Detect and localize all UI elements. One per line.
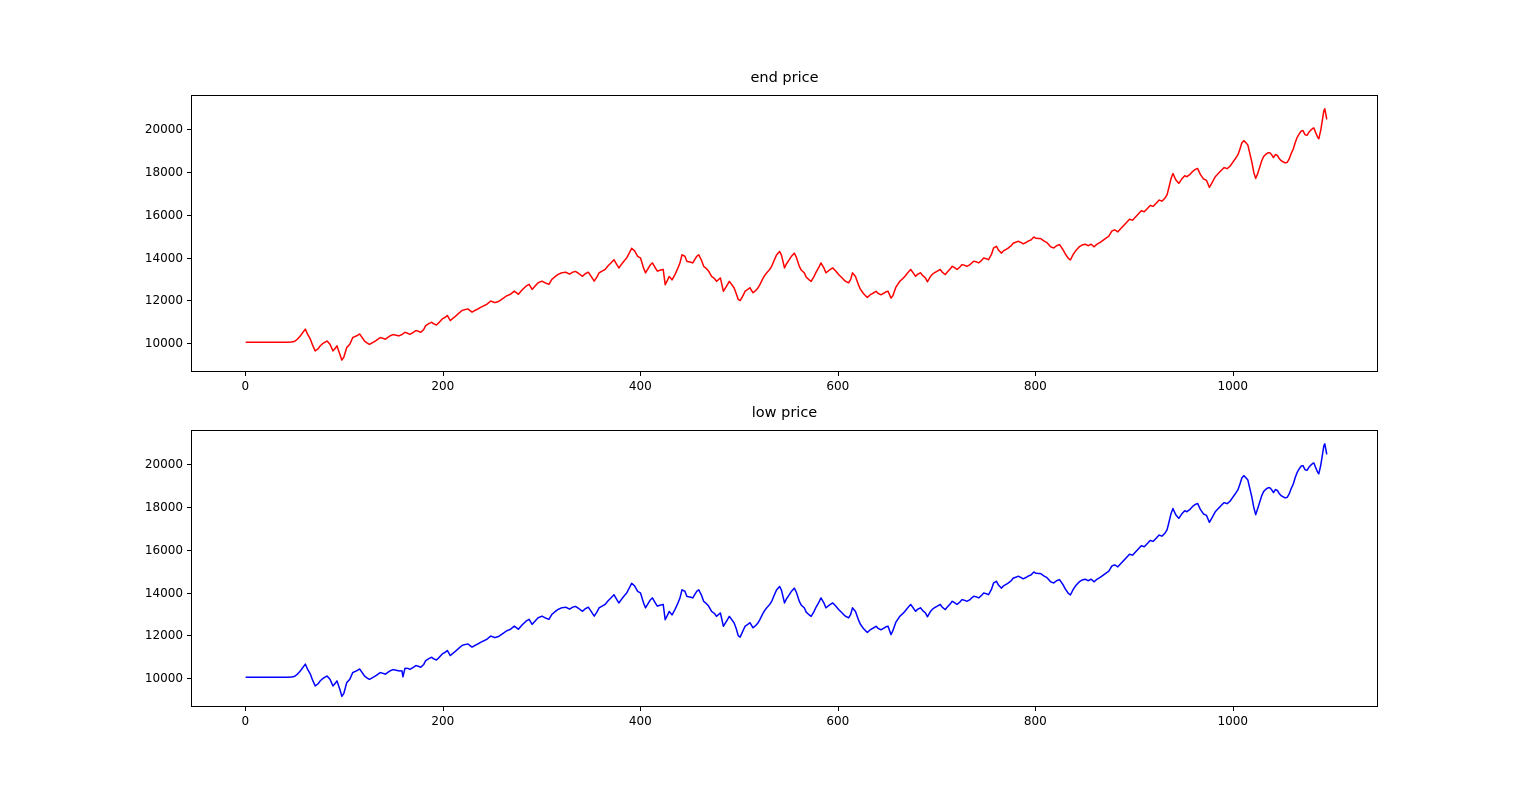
x-tick-mark <box>837 707 839 711</box>
x-tick-label: 1000 <box>1217 379 1249 393</box>
x-tick-label: 200 <box>431 714 455 728</box>
end-price-plot-area <box>191 95 1378 372</box>
y-tick-label: 10000 <box>144 671 183 685</box>
price-line <box>245 108 1328 361</box>
y-tick-mark <box>187 343 191 344</box>
y-tick-label: 20000 <box>144 457 183 472</box>
y-tick-label: 18000 <box>144 500 183 515</box>
x-tick-label: 800 <box>1023 714 1047 728</box>
y-tick-label: 20000 <box>144 122 183 137</box>
y-tick-mark <box>187 507 191 509</box>
x-tick-mark <box>1232 707 1234 711</box>
low-price-chart-title: low price <box>751 405 818 421</box>
price-line <box>245 443 1328 698</box>
y-tick-mark <box>187 300 191 302</box>
y-tick-label: 16000 <box>144 542 183 557</box>
low-price-plot-area <box>191 430 1378 707</box>
x-tick-label: 600 <box>826 714 850 728</box>
y-tick-label: 10000 <box>144 336 183 350</box>
x-tick-label: 1000 <box>1217 714 1249 728</box>
x-tick-label: 0 <box>241 379 250 393</box>
x-tick-label: 0 <box>241 714 250 728</box>
x-tick-mark <box>442 707 444 711</box>
y-tick-mark <box>187 214 191 216</box>
y-tick-mark <box>187 172 191 174</box>
y-tick-label: 18000 <box>144 165 183 180</box>
end-price-chart-title: end price <box>750 70 819 86</box>
x-tick-mark <box>1035 707 1037 711</box>
x-tick-mark <box>640 372 642 376</box>
x-tick-mark <box>837 372 839 376</box>
y-tick-mark <box>187 635 191 637</box>
low-price-chart: low price 0 200 400 600 800 1000 10000 12000 14… <box>145 405 1378 728</box>
x-tick-mark <box>245 372 247 376</box>
x-tick-label: 800 <box>1023 379 1047 393</box>
y-tick-mark <box>187 549 191 551</box>
y-tick-label: 12000 <box>144 293 183 308</box>
x-tick-label: 400 <box>628 379 652 393</box>
x-tick-mark <box>245 707 247 711</box>
y-tick-mark <box>187 257 191 259</box>
x-tick-label: 400 <box>628 714 652 728</box>
x-tick-mark <box>1232 372 1234 376</box>
x-tick-label: 600 <box>826 379 850 393</box>
end-price-line-plot <box>245 108 1328 361</box>
y-tick-label: 12000 <box>144 628 183 643</box>
y-tick-mark <box>187 592 191 594</box>
x-tick-mark <box>1035 372 1037 376</box>
x-tick-mark <box>442 372 444 376</box>
y-tick-mark <box>187 129 191 131</box>
end-price-chart: end price 0 200 400 600 800 1000 10000 12000 14… <box>145 70 1378 393</box>
y-tick-label: 16000 <box>144 207 183 222</box>
x-tick-label: 200 <box>431 379 455 393</box>
low-price-line-plot <box>245 443 1328 698</box>
x-tick-mark <box>640 707 642 711</box>
y-tick-label: 14000 <box>144 250 183 265</box>
y-tick-label: 14000 <box>144 585 183 600</box>
y-tick-mark <box>187 678 191 679</box>
y-tick-mark <box>187 464 191 466</box>
